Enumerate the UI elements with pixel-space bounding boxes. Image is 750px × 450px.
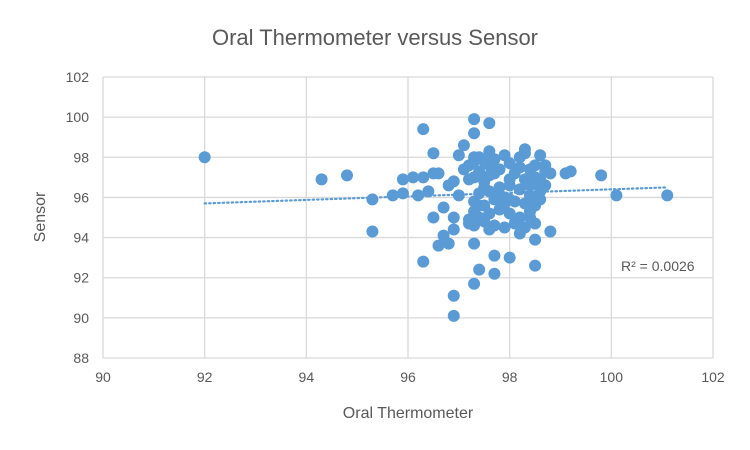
data-point: [437, 201, 450, 214]
data-point: [407, 171, 420, 184]
data-point: [447, 223, 460, 236]
y-tick-label: 90: [73, 310, 89, 326]
data-point: [447, 175, 460, 188]
data-point: [432, 239, 445, 252]
data-point: [427, 211, 440, 224]
data-point: [529, 171, 542, 184]
data-point: [544, 167, 557, 180]
data-point: [386, 189, 399, 202]
gridlines: [102, 76, 714, 359]
data-point: [529, 259, 542, 272]
data-point: [447, 211, 460, 224]
data-point: [473, 263, 486, 276]
y-tick-label: 96: [73, 189, 89, 205]
data-point: [315, 173, 328, 186]
data-point: [396, 173, 409, 186]
data-point: [544, 225, 557, 238]
data-point: [483, 223, 496, 236]
trendline: [203, 186, 669, 205]
chart-title: Oral Thermometer versus Sensor: [212, 25, 538, 50]
data-point: [468, 277, 481, 290]
y-tick-label: 98: [73, 149, 89, 165]
y-tick-label: 102: [66, 69, 90, 85]
data-point: [493, 189, 506, 202]
data-point: [468, 113, 481, 126]
data-point: [432, 167, 445, 180]
y-tick-label: 100: [66, 109, 90, 125]
x-axis-label: Oral Thermometer: [343, 405, 474, 422]
data-point: [341, 169, 353, 182]
data-point: [610, 189, 623, 202]
data-point: [366, 193, 379, 206]
data-point: [595, 169, 608, 182]
data-point: [488, 167, 501, 180]
data-point: [518, 173, 531, 186]
data-point: [483, 117, 496, 130]
data-point: [468, 237, 481, 250]
x-tick-label: 98: [502, 369, 518, 385]
y-tick-label: 88: [73, 350, 89, 366]
data-point: [417, 255, 430, 268]
data-point: [198, 151, 211, 164]
data-point: [503, 193, 516, 206]
data-points: [198, 113, 674, 322]
y-axis-ticks: 88 90 92 94 96 98 100 102: [66, 69, 90, 366]
data-point: [661, 189, 674, 202]
data-point: [447, 289, 460, 302]
data-point: [503, 173, 516, 186]
data-point: [442, 237, 455, 250]
data-point: [529, 233, 542, 246]
data-point: [508, 217, 521, 230]
data-point: [396, 187, 409, 200]
data-point: [503, 207, 516, 220]
data-point: [488, 267, 501, 280]
r-squared-label: R² = 0.0026: [621, 258, 695, 274]
data-point: [468, 155, 481, 168]
data-point: [473, 199, 486, 212]
x-axis-ticks: 90 92 94 96 98 100 102: [95, 369, 725, 385]
data-point: [417, 123, 430, 136]
x-tick-label: 102: [701, 369, 725, 385]
data-point: [534, 149, 547, 162]
data-point: [468, 127, 481, 140]
data-point: [513, 183, 526, 196]
x-tick-label: 92: [197, 369, 213, 385]
data-point: [503, 251, 516, 264]
data-point: [513, 151, 526, 164]
data-point: [498, 221, 511, 234]
y-tick-label: 92: [73, 270, 89, 286]
data-point: [488, 153, 501, 166]
data-point: [366, 225, 379, 238]
y-tick-label: 94: [73, 230, 89, 246]
data-point: [422, 185, 435, 198]
data-point: [457, 139, 470, 152]
x-tick-label: 100: [600, 369, 624, 385]
data-point: [524, 211, 536, 224]
data-point: [412, 189, 425, 202]
x-tick-label: 90: [95, 369, 111, 385]
data-point: [468, 171, 481, 184]
data-point: [463, 213, 475, 226]
data-point: [452, 149, 465, 162]
data-point: [478, 181, 491, 194]
data-point: [452, 189, 465, 202]
data-point: [513, 227, 526, 240]
y-axis-label: Sensor: [32, 191, 49, 242]
data-point: [529, 191, 542, 204]
data-point: [564, 165, 577, 178]
x-tick-label: 94: [299, 369, 315, 385]
data-point: [417, 171, 430, 184]
x-tick-label: 96: [400, 369, 416, 385]
data-point: [427, 147, 440, 160]
data-point: [447, 309, 460, 322]
data-point: [503, 157, 516, 170]
data-point: [534, 181, 547, 194]
data-point: [488, 249, 501, 262]
